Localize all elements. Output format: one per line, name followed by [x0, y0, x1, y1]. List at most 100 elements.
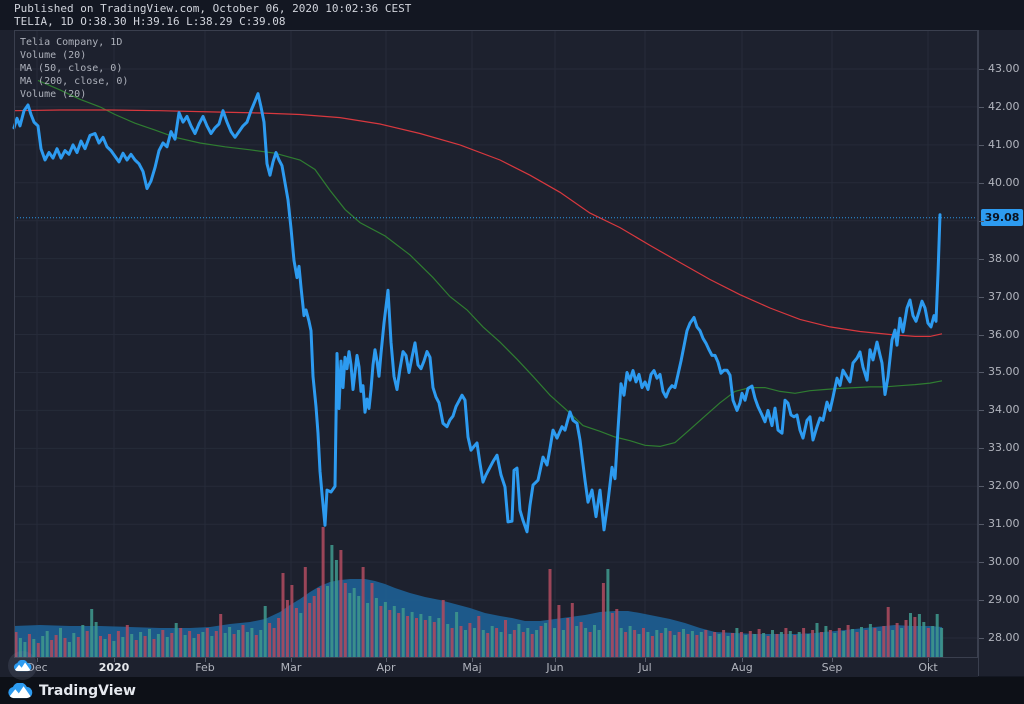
volume-bar: [152, 639, 156, 658]
time-axis-label: Feb: [195, 661, 215, 674]
volume-bar: [161, 630, 165, 658]
price-axis-label: 36.00: [988, 327, 1020, 341]
volume-bar: [370, 583, 374, 658]
volume-bar: [241, 625, 245, 658]
volume-bar: [793, 635, 797, 658]
volume-bar: [388, 610, 392, 658]
volume-bar: [619, 628, 623, 658]
price-chart-canvas[interactable]: [0, 30, 978, 658]
symbol-ohlc-line: TELIA, 1D O:38.30 H:39.16 L:38.29 C:39.0…: [14, 15, 286, 28]
legend-line: MA (200, close, 0): [20, 76, 129, 87]
price-axis-tick: [979, 258, 984, 260]
time-axis-label: Apr: [376, 661, 396, 674]
time-axis-tick: [742, 658, 743, 662]
volume-bar: [219, 614, 223, 658]
volume-bar: [922, 622, 926, 658]
price-axis-tick: [979, 562, 984, 564]
volume-bar: [148, 629, 151, 658]
chart-legend: Telia Company, 1D Volume (20) MA (50, clos…: [20, 36, 128, 101]
price-axis-tick: [979, 486, 984, 488]
price-axis-label: 30.00: [988, 555, 1020, 569]
time-axis-label: Aug: [731, 661, 753, 674]
price-axis-tick: [979, 69, 984, 70]
volume-bar: [842, 631, 846, 658]
volume-bar: [824, 626, 828, 658]
volume-bar: [851, 629, 855, 658]
volume-bar: [557, 605, 561, 658]
time-axis-tick: [555, 658, 556, 662]
volume-bar: [18, 638, 22, 658]
volume-bar: [401, 608, 405, 658]
price-axis-label: 34.00: [988, 403, 1020, 417]
price-axis-tick: [979, 296, 984, 298]
volume-bar: [855, 632, 859, 658]
time-axis-label: Maj: [462, 661, 482, 674]
volume-bar: [521, 632, 525, 658]
volume-bar: [490, 626, 494, 658]
price-axis-tick: [979, 600, 984, 602]
volume-bar: [214, 631, 218, 658]
time-axis-tick: [472, 658, 473, 662]
volume-bar: [775, 634, 779, 658]
legend-line: Volume (20): [20, 89, 87, 100]
volume-bar: [588, 632, 592, 658]
price-axis-label: 41.00: [988, 137, 1020, 151]
volume-bar: [726, 636, 730, 658]
time-axis-label: 2020: [98, 661, 130, 674]
volume-bar: [931, 626, 935, 658]
volume-bar: [361, 567, 365, 658]
price-axis-tick: [979, 334, 984, 336]
volume-bar: [682, 629, 685, 658]
volume-bar: [530, 634, 534, 658]
volume-bar: [779, 632, 783, 658]
volume-bar: [228, 627, 232, 658]
volume-bar: [615, 609, 619, 658]
volume-bar: [561, 630, 565, 658]
volume-bar: [575, 626, 579, 658]
volume-bar: [468, 623, 472, 658]
volume-bar: [788, 631, 792, 658]
volume-bar: [290, 585, 294, 658]
volume-bar: [882, 626, 886, 658]
volume-bar: [477, 616, 481, 658]
volume-bar: [308, 603, 312, 658]
volume-bar: [610, 613, 614, 658]
volume-bar: [601, 583, 605, 658]
time-axis[interactable]: Dec 2020 Feb Mar Apr Maj Jun Jul Aug Sep Okt: [0, 658, 978, 678]
price-axis[interactable]: 39.08 43.00 42.00 41.00 40.00 38.00 37.00 36.0…: [978, 30, 1024, 676]
volume-bar: [174, 623, 178, 658]
time-axis-tick: [114, 658, 115, 662]
volume-bar: [383, 602, 387, 658]
chart-pane[interactable]: Telia Company, 1D Volume (20) MA (50, clos…: [0, 30, 978, 680]
volume-bar: [392, 606, 396, 658]
tradingview-watermark-logo[interactable]: [8, 651, 37, 680]
tradingview-logo-icon[interactable]: [7, 682, 33, 699]
price-axis-tick: [979, 220, 984, 222]
volume-bar: [410, 612, 414, 658]
volume-bar: [455, 612, 459, 658]
volume-bar: [913, 617, 917, 658]
time-axis-tick: [386, 658, 387, 662]
volume-bar: [535, 630, 539, 658]
volume-bar: [508, 634, 512, 658]
price-axis-tick: [979, 106, 984, 108]
tradingview-brand-text[interactable]: TradingView: [39, 682, 136, 699]
published-line: Published on TradingView.com, October 06…: [14, 2, 412, 15]
volume-bar: [659, 633, 663, 658]
volume-bar: [766, 636, 770, 658]
volume-bar: [828, 630, 832, 658]
volume-bar: [63, 638, 67, 658]
volume-bar: [334, 560, 338, 658]
volume-bar: [637, 634, 641, 658]
volume-bar: [437, 618, 441, 658]
volume-bar: [864, 630, 868, 658]
volume-bar: [59, 628, 62, 658]
legend-line: MA (50, close, 0): [20, 63, 123, 74]
volume-bar: [904, 620, 908, 658]
volume-bar: [499, 632, 503, 658]
price-line-series: [12, 92, 942, 534]
volume-bar: [343, 583, 347, 658]
volume-bar: [642, 628, 645, 658]
volume-bar: [272, 628, 276, 658]
volume-bar: [686, 634, 690, 658]
